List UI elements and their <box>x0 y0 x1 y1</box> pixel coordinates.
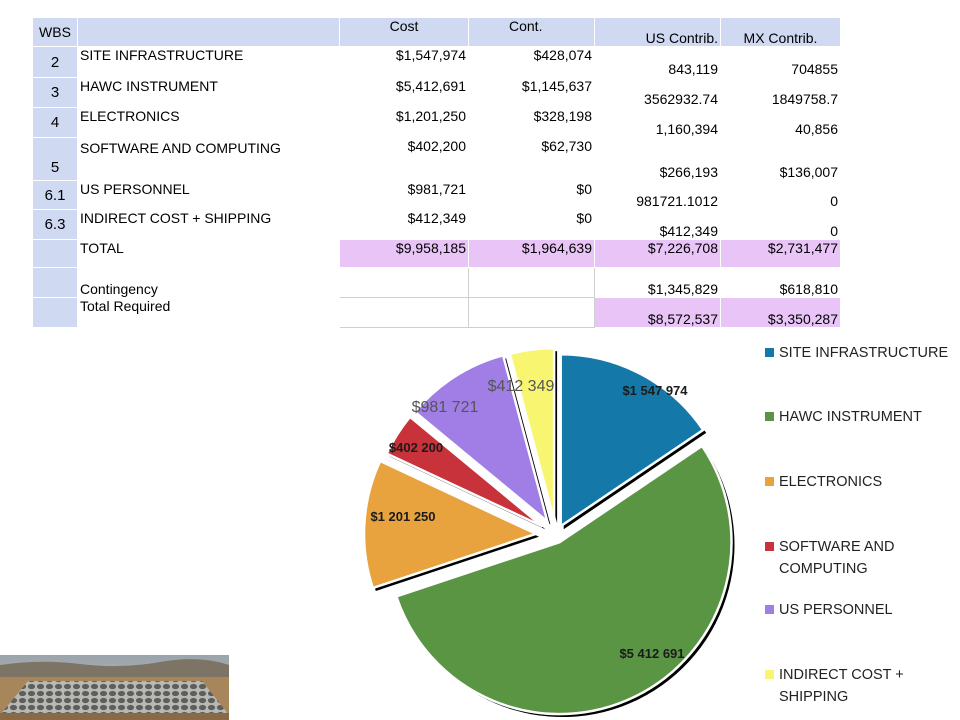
row-desc: SITE INFRASTRUCTURE <box>77 46 340 78</box>
pie-slice-3 <box>385 415 544 528</box>
photo-image <box>0 655 229 720</box>
header-row: WBS Cost Cont. US Contrib. MX Contrib. <box>32 17 841 47</box>
detector-photo <box>0 655 229 720</box>
row-cost: $981,721 <box>339 180 469 210</box>
row-us: 981721.1012 <box>594 180 721 210</box>
table-row: 2 SITE INFRASTRUCTURE $1,547,974 $428,07… <box>32 46 841 78</box>
row-cont: $428,074 <box>468 46 595 78</box>
row-mx: 40,856 <box>720 107 841 138</box>
total-cost: $9,958,185 <box>339 239 469 268</box>
row-wbs: 6.3 <box>32 209 78 240</box>
table-row: 5 SOFTWARE AND COMPUTING $402,200 $62,73… <box>32 137 841 181</box>
pie-data-label: $1 547 974 <box>622 383 688 398</box>
total-us: $7,226,708 <box>594 239 721 268</box>
row-cont: $328,198 <box>468 107 595 138</box>
required-us: $8,572,537 <box>594 297 721 328</box>
row-desc: ELECTRONICS <box>77 107 340 138</box>
header-cont: Cont. <box>468 17 595 47</box>
row-mx: 704855 <box>720 46 841 78</box>
pie-data-label: $402 200 <box>389 440 443 455</box>
required-wbs <box>32 297 78 328</box>
table-row: 6.3 INDIRECT COST + SHIPPING $412,349 $0… <box>32 209 841 240</box>
row-desc: HAWC INSTRUMENT <box>77 77 340 108</box>
pie-slice-5 <box>508 346 556 521</box>
required-row: Total Required $8,572,537 $3,350,287 <box>32 297 841 328</box>
row-us: 843,119 <box>594 46 721 78</box>
legend-label: SITE INFRASTRUCTURE <box>779 345 949 361</box>
contingency-row: Contingency $1,345,829 $618,810 <box>32 267 841 298</box>
pie-data-label: $1 201 250 <box>370 509 435 524</box>
pie-slice-2 <box>362 459 540 590</box>
row-cost: $402,200 <box>339 137 469 181</box>
legend-swatch <box>765 348 774 357</box>
row-cont: $0 <box>468 209 595 240</box>
pie-data-label: $981 721 <box>412 399 479 416</box>
budget-table: WBS Cost Cont. US Contrib. MX Contrib. 2… <box>32 17 841 328</box>
pie-slice-1 <box>394 444 733 716</box>
row-mx: $136,007 <box>720 137 841 181</box>
row-us: 3562932.74 <box>594 77 721 108</box>
row-cont: $1,145,637 <box>468 77 595 108</box>
table-row: 3 HAWC INSTRUMENT $5,412,691 $1,145,637 … <box>32 77 841 108</box>
pie-slice-0 <box>559 352 705 529</box>
contingency-cost <box>339 267 469 298</box>
total-label: TOTAL <box>77 239 340 268</box>
legend-swatch <box>765 670 774 679</box>
row-wbs: 6.1 <box>32 180 78 210</box>
row-us: $266,193 <box>594 137 721 181</box>
required-mx: $3,350,287 <box>720 297 841 328</box>
legend-swatch <box>765 477 774 486</box>
row-mx: 0 <box>720 180 841 210</box>
row-desc: SOFTWARE AND COMPUTING <box>77 137 340 181</box>
required-cost <box>339 297 469 328</box>
pie-data-label: $5 412 691 <box>619 646 684 661</box>
header-wbs: WBS <box>32 17 78 47</box>
required-cont <box>468 297 595 328</box>
table-row: 6.1 US PERSONNEL $981,721 $0 981721.1012… <box>32 180 841 210</box>
legend-swatch <box>765 605 774 614</box>
row-mx: 0 <box>720 209 841 240</box>
legend-label: HAWC INSTRUMENT <box>779 409 922 425</box>
contingency-us: $1,345,829 <box>594 267 721 298</box>
pie-data-label: $412 349 <box>488 378 555 395</box>
header-mx-contrib: MX Contrib. <box>720 17 841 47</box>
legend-label: US PERSONNEL <box>779 602 893 618</box>
row-cost: $1,547,974 <box>339 46 469 78</box>
row-desc: US PERSONNEL <box>77 180 340 210</box>
legend-label: ELECTRONICS <box>779 474 883 490</box>
row-wbs: 3 <box>32 77 78 108</box>
legend-label: SOFTWARE AND COMPUTING <box>779 539 895 577</box>
contingency-mx: $618,810 <box>720 267 841 298</box>
total-row: TOTAL $9,958,185 $1,964,639 $7,226,708 $… <box>32 239 841 268</box>
legend-swatch <box>765 412 774 421</box>
pie-slice-4 <box>413 353 550 525</box>
legend-swatch <box>765 542 774 551</box>
contingency-wbs <box>32 267 78 298</box>
header-cost: Cost <box>339 17 469 47</box>
legend-label: INDIRECT COST + SHIPPING <box>779 667 904 705</box>
total-wbs <box>32 239 78 268</box>
